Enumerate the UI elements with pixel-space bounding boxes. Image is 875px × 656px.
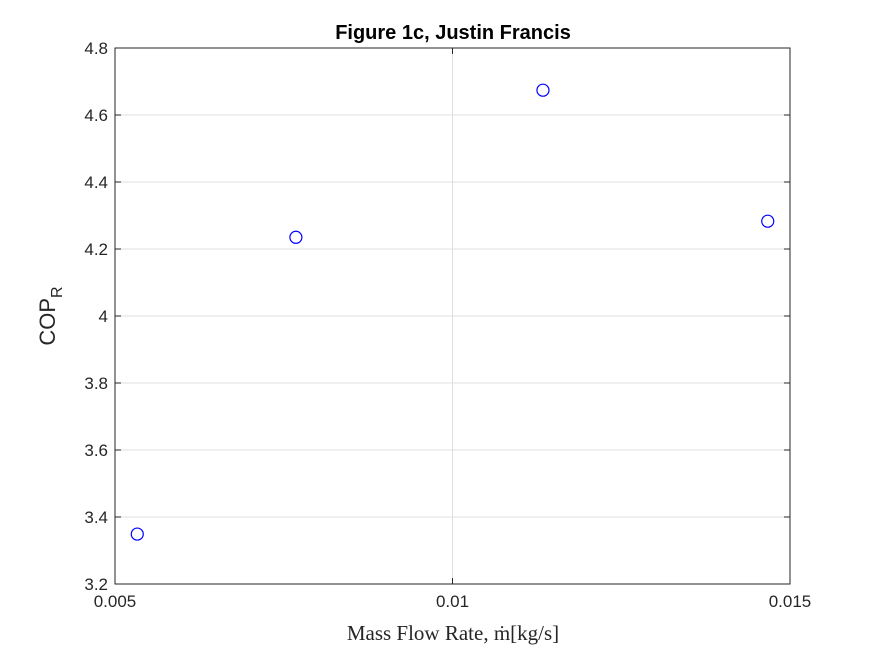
grid-lines bbox=[114, 47, 791, 585]
y-tick-label: 3.4 bbox=[84, 508, 108, 527]
y-tick-label: 4 bbox=[99, 307, 108, 326]
x-tick-label: 0.005 bbox=[94, 592, 137, 611]
y-axis-label-main: COP bbox=[35, 298, 60, 346]
chart-title: Figure 1c, Justin Francis bbox=[335, 22, 571, 44]
y-tick-label: 4.8 bbox=[84, 39, 108, 58]
data-point bbox=[130, 527, 144, 541]
y-tick-label: 4.6 bbox=[84, 106, 108, 125]
y-tick-label: 3.2 bbox=[84, 575, 108, 594]
y-tick-label: 4.2 bbox=[84, 240, 108, 259]
y-axis-label: COPR bbox=[35, 286, 66, 345]
y-tick-label: 4.4 bbox=[84, 173, 108, 192]
data-point bbox=[761, 214, 775, 228]
y-axis-label-subscript: R bbox=[49, 286, 66, 298]
data-points bbox=[130, 83, 775, 541]
axis-ticks: 3.2 3.4 3.6 3.8 4 4.2 4.4 4.6 4.8 0.005 0.01 0.015 bbox=[84, 39, 811, 611]
x-axis-label: Mass Flow Rate, ṁ[kg/s] bbox=[347, 621, 559, 645]
x-tick-label: 0.01 bbox=[436, 592, 469, 611]
data-point bbox=[289, 230, 303, 244]
y-tick-label: 3.8 bbox=[84, 374, 108, 393]
data-point bbox=[536, 83, 550, 97]
x-tick-label: 0.015 bbox=[769, 592, 812, 611]
y-tick-label: 3.6 bbox=[84, 441, 108, 460]
